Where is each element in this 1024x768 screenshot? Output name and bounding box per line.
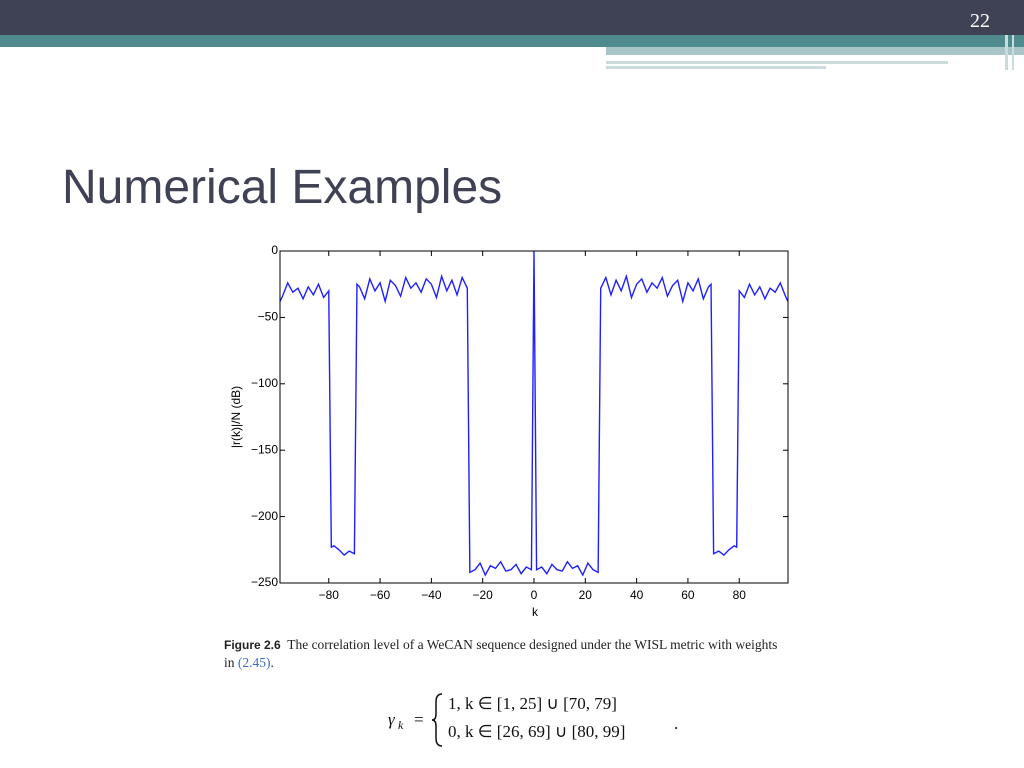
header-stripe bbox=[0, 35, 1024, 47]
eq-sub: k bbox=[398, 718, 404, 732]
header-stripe bbox=[606, 66, 826, 69]
caption-ref[interactable]: (2.45) bbox=[237, 655, 271, 670]
y-axis-label: |r(k)|/N (dB) bbox=[229, 386, 243, 448]
page-number: 22 bbox=[970, 10, 990, 32]
x-tick-label: 80 bbox=[733, 588, 747, 602]
header-stripe bbox=[1005, 35, 1008, 70]
header-bar bbox=[0, 0, 1024, 35]
eq-end: . bbox=[674, 714, 679, 733]
eq-case: 1, k ∈ [1, 25] ∪ [70, 79] bbox=[448, 694, 617, 713]
y-tick-label: −100 bbox=[251, 376, 278, 390]
y-tick-label: −150 bbox=[251, 442, 278, 456]
x-tick-label: −60 bbox=[370, 588, 391, 602]
x-tick-label: 0 bbox=[531, 588, 538, 602]
x-tick-label: −40 bbox=[421, 588, 442, 602]
slide-title: Numerical Examples bbox=[62, 161, 503, 214]
y-tick-label: −200 bbox=[251, 509, 278, 523]
x-tick-label: −20 bbox=[473, 588, 494, 602]
eq-lhs: γ bbox=[388, 710, 395, 729]
header-stripe bbox=[606, 47, 1024, 55]
x-tick-label: 60 bbox=[681, 588, 695, 602]
caption-label: Figure 2.6 bbox=[224, 638, 281, 652]
chart: k |r(k)|/N (dB) −80 −60 −40 −20 0 20 40 60 80−25… bbox=[229, 243, 789, 619]
y-tick-label: −50 bbox=[258, 310, 279, 324]
figure-caption: Figure 2.6 The correlation level of a We… bbox=[224, 636, 784, 672]
caption-text: The correlation level of a WeCAN sequenc… bbox=[224, 637, 778, 670]
header-stripe bbox=[1012, 35, 1014, 70]
x-tick-label: 20 bbox=[579, 588, 593, 602]
eq-brace bbox=[431, 693, 443, 747]
y-tick-label: 0 bbox=[271, 243, 278, 257]
data-line bbox=[279, 250, 789, 577]
plot-frame bbox=[279, 250, 789, 584]
eq-equals: = bbox=[414, 710, 424, 729]
caption-end: . bbox=[270, 655, 274, 670]
x-axis-label: k bbox=[532, 605, 539, 619]
eq-case: 0, k ∈ [26, 69] ∪ [80, 99] bbox=[448, 722, 626, 741]
y-tick-label: −250 bbox=[251, 575, 278, 589]
x-tick-label: 40 bbox=[630, 588, 644, 602]
x-tick-label: −80 bbox=[319, 588, 340, 602]
header-stripe bbox=[606, 61, 948, 64]
